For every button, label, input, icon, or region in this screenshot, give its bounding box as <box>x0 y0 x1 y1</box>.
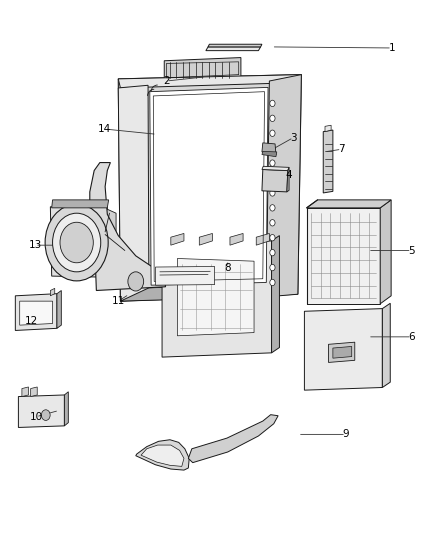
Polygon shape <box>64 392 68 426</box>
Text: 13: 13 <box>28 240 42 250</box>
Circle shape <box>45 204 108 281</box>
Circle shape <box>53 213 101 272</box>
Polygon shape <box>199 233 212 245</box>
Polygon shape <box>155 266 215 285</box>
Polygon shape <box>22 387 28 397</box>
Circle shape <box>270 130 275 136</box>
Circle shape <box>270 100 275 107</box>
Polygon shape <box>118 75 301 301</box>
Polygon shape <box>230 233 243 245</box>
Polygon shape <box>118 75 301 88</box>
Polygon shape <box>266 75 301 297</box>
Circle shape <box>270 145 275 151</box>
Polygon shape <box>18 395 64 427</box>
Text: 1: 1 <box>389 43 396 53</box>
Polygon shape <box>57 290 61 328</box>
Polygon shape <box>141 445 184 466</box>
Polygon shape <box>188 415 278 463</box>
Text: 12: 12 <box>25 316 38 326</box>
Polygon shape <box>304 309 382 390</box>
Polygon shape <box>164 58 241 81</box>
Polygon shape <box>162 241 272 357</box>
Text: 5: 5 <box>408 246 415 255</box>
Polygon shape <box>262 143 276 155</box>
Polygon shape <box>15 294 57 330</box>
Text: 2: 2 <box>163 76 170 86</box>
Polygon shape <box>328 342 355 362</box>
Polygon shape <box>136 440 189 470</box>
Polygon shape <box>118 85 149 301</box>
Polygon shape <box>262 169 288 192</box>
Polygon shape <box>287 167 289 192</box>
Circle shape <box>270 205 275 211</box>
Polygon shape <box>150 87 268 285</box>
Polygon shape <box>120 284 269 301</box>
Circle shape <box>270 279 275 286</box>
Text: 4: 4 <box>286 170 293 180</box>
Polygon shape <box>50 288 55 296</box>
Text: 9: 9 <box>343 430 350 439</box>
Circle shape <box>270 220 275 226</box>
Text: 8: 8 <box>224 263 231 272</box>
Circle shape <box>128 272 144 291</box>
Polygon shape <box>52 200 109 208</box>
Text: 10: 10 <box>29 412 42 422</box>
Polygon shape <box>307 200 391 208</box>
Polygon shape <box>256 233 269 245</box>
Polygon shape <box>171 233 184 245</box>
Circle shape <box>270 235 275 241</box>
Text: 3: 3 <box>290 133 297 142</box>
Polygon shape <box>50 207 107 277</box>
Circle shape <box>41 410 50 421</box>
Text: 7: 7 <box>338 144 345 154</box>
Circle shape <box>270 160 275 166</box>
Circle shape <box>270 175 275 181</box>
Polygon shape <box>208 44 262 47</box>
Circle shape <box>270 115 275 122</box>
Circle shape <box>270 249 275 256</box>
Polygon shape <box>380 200 391 304</box>
Polygon shape <box>20 301 53 325</box>
Polygon shape <box>104 208 116 277</box>
Polygon shape <box>177 259 254 336</box>
Polygon shape <box>31 387 37 397</box>
Polygon shape <box>333 346 352 358</box>
Polygon shape <box>323 130 333 193</box>
Text: 11: 11 <box>112 296 125 306</box>
Polygon shape <box>382 303 390 387</box>
Text: 6: 6 <box>408 332 415 342</box>
Polygon shape <box>307 208 380 304</box>
Polygon shape <box>90 163 166 290</box>
Polygon shape <box>206 47 261 51</box>
Text: 14: 14 <box>98 124 111 134</box>
Polygon shape <box>262 151 277 157</box>
Circle shape <box>270 190 275 196</box>
Circle shape <box>60 222 93 263</box>
Polygon shape <box>262 166 289 171</box>
Polygon shape <box>272 236 279 353</box>
Polygon shape <box>325 125 331 132</box>
Circle shape <box>270 264 275 271</box>
